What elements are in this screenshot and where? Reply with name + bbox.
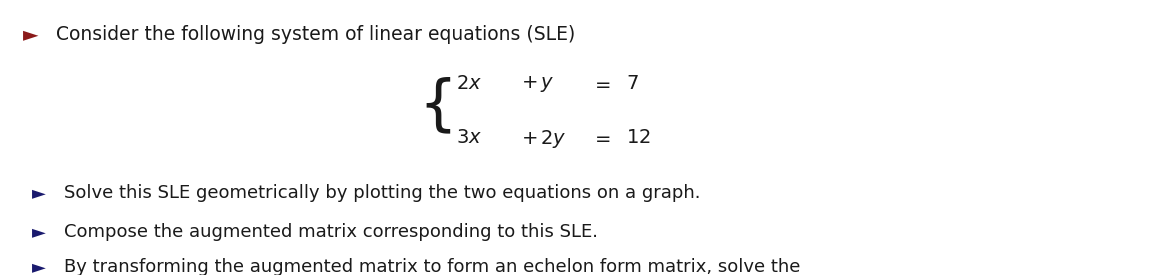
Text: $3x$: $3x$ [456, 128, 482, 147]
Text: ►: ► [32, 223, 46, 241]
Text: Solve this SLE geometrically by plotting the two equations on a graph.: Solve this SLE geometrically by plotting… [64, 184, 701, 202]
Text: ►: ► [32, 184, 46, 202]
Text: $12$: $12$ [626, 128, 651, 147]
Text: By transforming the augmented matrix to form an echelon form matrix, solve the: By transforming the augmented matrix to … [64, 258, 800, 275]
Text: $=$: $=$ [591, 128, 611, 147]
Text: $2x$: $2x$ [456, 74, 482, 93]
Text: $+\, 2y$: $+\, 2y$ [521, 128, 566, 150]
Text: ►: ► [23, 25, 39, 44]
Text: ►: ► [32, 258, 46, 275]
Text: $+\, y$: $+\, y$ [521, 74, 553, 94]
Text: {: { [419, 76, 457, 135]
Text: Consider the following system of linear equations (SLE): Consider the following system of linear … [56, 25, 576, 44]
Text: $7$: $7$ [626, 74, 639, 93]
Text: Compose the augmented matrix corresponding to this SLE.: Compose the augmented matrix correspondi… [64, 223, 598, 241]
Text: $=$: $=$ [591, 74, 611, 93]
